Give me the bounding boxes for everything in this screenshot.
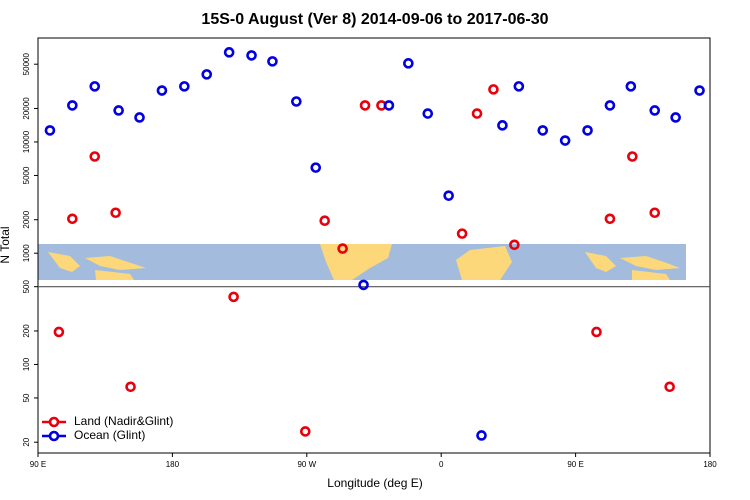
point — [246, 50, 257, 61]
y-tick-label: 500 — [22, 279, 31, 293]
point — [591, 326, 602, 338]
point — [625, 81, 637, 92]
x-tick-label: 90 E — [30, 460, 46, 469]
x-tick-label: 90 E — [567, 460, 583, 469]
point — [223, 47, 235, 58]
point — [125, 381, 136, 393]
point — [310, 162, 322, 173]
point — [319, 215, 331, 226]
point — [649, 207, 661, 219]
point — [358, 279, 369, 291]
point — [67, 213, 78, 225]
y-tick-label: 200 — [22, 324, 31, 338]
point — [488, 84, 499, 95]
point — [300, 426, 311, 437]
y-tick-label: 20 — [22, 437, 31, 446]
point — [403, 58, 414, 69]
point — [110, 207, 121, 219]
point — [44, 125, 56, 136]
x-tick-label: 180 — [166, 460, 180, 469]
point — [89, 81, 101, 92]
point — [604, 100, 616, 111]
point — [337, 243, 348, 254]
point — [627, 151, 638, 162]
point — [179, 81, 190, 92]
point — [359, 100, 371, 111]
point — [67, 100, 78, 111]
point — [456, 228, 468, 239]
point — [156, 85, 168, 96]
x-axis-label: Longitude (deg E) — [327, 476, 422, 490]
x-tick-label: 180 — [703, 460, 717, 469]
point — [383, 100, 395, 111]
point — [509, 239, 520, 251]
point — [422, 108, 434, 119]
point — [443, 190, 454, 201]
point — [604, 213, 616, 225]
point — [664, 381, 675, 393]
point — [694, 85, 705, 96]
point — [670, 112, 681, 123]
point — [582, 125, 593, 136]
point — [471, 108, 483, 119]
point — [513, 81, 525, 92]
x-tick-label: 90 W — [297, 460, 316, 469]
plot-frame — [37, 37, 711, 454]
legend-marker — [48, 430, 60, 442]
y-tick-label: 5000 — [22, 166, 31, 184]
x-tick-label: 0 — [439, 460, 444, 469]
point — [267, 56, 278, 67]
point — [201, 69, 213, 80]
y-tick-label: 1000 — [22, 244, 31, 262]
map-strip — [38, 244, 686, 280]
point — [476, 430, 487, 441]
point — [228, 291, 239, 303]
point — [134, 112, 145, 123]
y-tick-label: 50 — [22, 393, 31, 402]
chart-title: 15S-0 August (Ver 8) 2014-09-06 to 2017-… — [201, 11, 548, 28]
y-tick-label: 10000 — [22, 130, 31, 153]
point — [649, 105, 661, 116]
point — [113, 105, 124, 116]
point — [291, 96, 302, 107]
y-tick-label: 100 — [22, 357, 31, 371]
y-tick-label: 2000 — [22, 210, 31, 228]
legend-marker — [48, 416, 60, 428]
point — [559, 135, 571, 146]
y-axis-label: N Total — [0, 226, 12, 263]
point — [89, 151, 101, 162]
point — [537, 125, 549, 136]
y-tick-label: 20000 — [22, 97, 31, 120]
legend-label: Ocean (Glint) — [74, 428, 145, 442]
point — [497, 120, 508, 131]
y-tick-label: 50000 — [22, 53, 31, 76]
legend-label: Land (Nadir&Glint) — [74, 414, 173, 428]
point — [53, 326, 65, 338]
